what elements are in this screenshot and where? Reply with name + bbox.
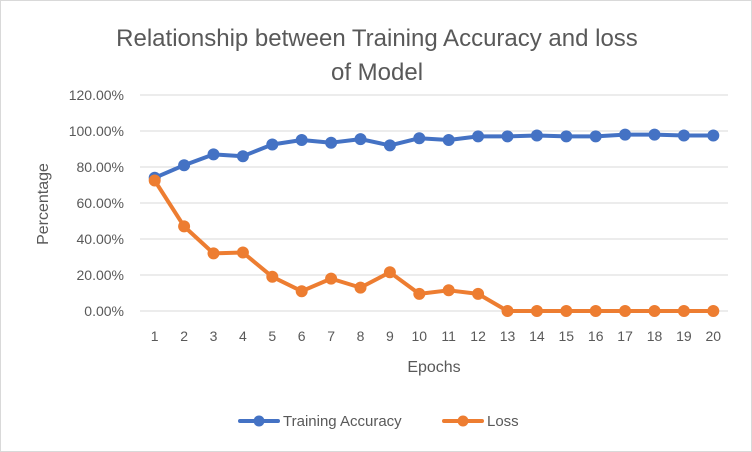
y-axis-ticks: 0.00% 20.00% 40.00% 60.00% 80.00% 100.00% 120.… — [69, 87, 124, 319]
chart-title-line2: of Model — [331, 59, 423, 86]
y-tick-label: 40.00% — [77, 231, 124, 247]
data-point — [560, 130, 573, 143]
data-point — [178, 220, 191, 233]
series-line-loss — [152, 178, 716, 313]
data-point — [442, 134, 455, 146]
y-tick-label: 120.00% — [69, 87, 124, 103]
data-point — [325, 272, 338, 285]
x-tick-label: 18 — [647, 328, 663, 344]
x-axis-ticks: 1 2 3 4 5 6 7 8 9 10 11 12 13 14 15 16 17 18 19 20 — [151, 328, 721, 344]
data-point — [589, 305, 602, 317]
x-tick-label: 1 — [151, 328, 159, 344]
legend-label: Loss — [487, 413, 519, 430]
x-tick-label: 10 — [412, 328, 428, 344]
x-tick-label: 4 — [239, 328, 247, 344]
y-tick-label: 100.00% — [69, 123, 124, 139]
data-point — [413, 287, 426, 300]
data-point — [589, 130, 602, 143]
data-point — [266, 138, 279, 151]
data-point — [236, 246, 249, 259]
gridlines — [140, 94, 728, 312]
data-point — [207, 247, 220, 260]
legend-marker — [253, 415, 265, 427]
data-point — [383, 266, 396, 279]
data-point — [530, 129, 543, 142]
x-tick-label: 11 — [441, 328, 456, 344]
x-tick-label: 3 — [210, 328, 218, 344]
y-tick-label: 60.00% — [77, 195, 124, 211]
x-tick-label: 15 — [559, 328, 575, 344]
y-axis-label: Percentage — [35, 163, 52, 245]
data-point — [707, 305, 720, 317]
x-tick-label: 14 — [529, 328, 545, 344]
data-point — [501, 130, 514, 143]
x-tick-label: 2 — [180, 328, 188, 344]
series-group — [148, 128, 720, 317]
data-point — [530, 305, 543, 317]
legend: Training Accuracy Loss — [238, 413, 519, 430]
data-point — [648, 305, 661, 317]
data-point — [677, 305, 690, 317]
data-point — [295, 134, 308, 146]
x-tick-label: 7 — [327, 328, 335, 344]
legend-label: Training Accuracy — [283, 413, 402, 430]
x-tick-label: 16 — [588, 328, 604, 344]
data-point — [707, 129, 720, 142]
data-point — [677, 129, 690, 142]
data-point — [295, 285, 308, 298]
data-point — [354, 133, 367, 146]
data-point — [236, 150, 249, 163]
data-point — [178, 159, 191, 172]
x-tick-label: 19 — [676, 328, 692, 344]
data-point — [501, 305, 514, 317]
data-point — [383, 139, 396, 152]
y-tick-label: 80.00% — [77, 159, 124, 175]
data-point — [472, 287, 485, 300]
data-point — [354, 281, 367, 294]
x-tick-label: 17 — [617, 328, 633, 344]
data-point — [442, 284, 455, 297]
x-tick-label: 9 — [386, 328, 394, 344]
data-point — [560, 305, 573, 317]
data-point — [413, 132, 426, 145]
y-tick-label: 0.00% — [84, 303, 124, 319]
data-point — [207, 148, 220, 161]
data-point — [266, 270, 279, 283]
data-point — [148, 174, 161, 187]
data-point — [648, 128, 661, 141]
data-point — [619, 128, 632, 141]
x-tick-label: 20 — [706, 328, 722, 344]
chart-title-line1: Relationship between Training Accuracy a… — [116, 25, 638, 52]
x-tick-label: 13 — [500, 328, 516, 344]
data-point — [472, 130, 485, 143]
x-axis-label: Epochs — [407, 359, 460, 376]
data-point — [325, 136, 338, 149]
legend-marker — [457, 415, 469, 427]
x-tick-label: 6 — [298, 328, 306, 344]
x-tick-label: 8 — [357, 328, 365, 344]
data-point — [619, 305, 632, 317]
y-tick-label: 20.00% — [77, 267, 124, 283]
x-tick-label: 12 — [470, 328, 486, 344]
x-tick-label: 5 — [268, 328, 276, 344]
